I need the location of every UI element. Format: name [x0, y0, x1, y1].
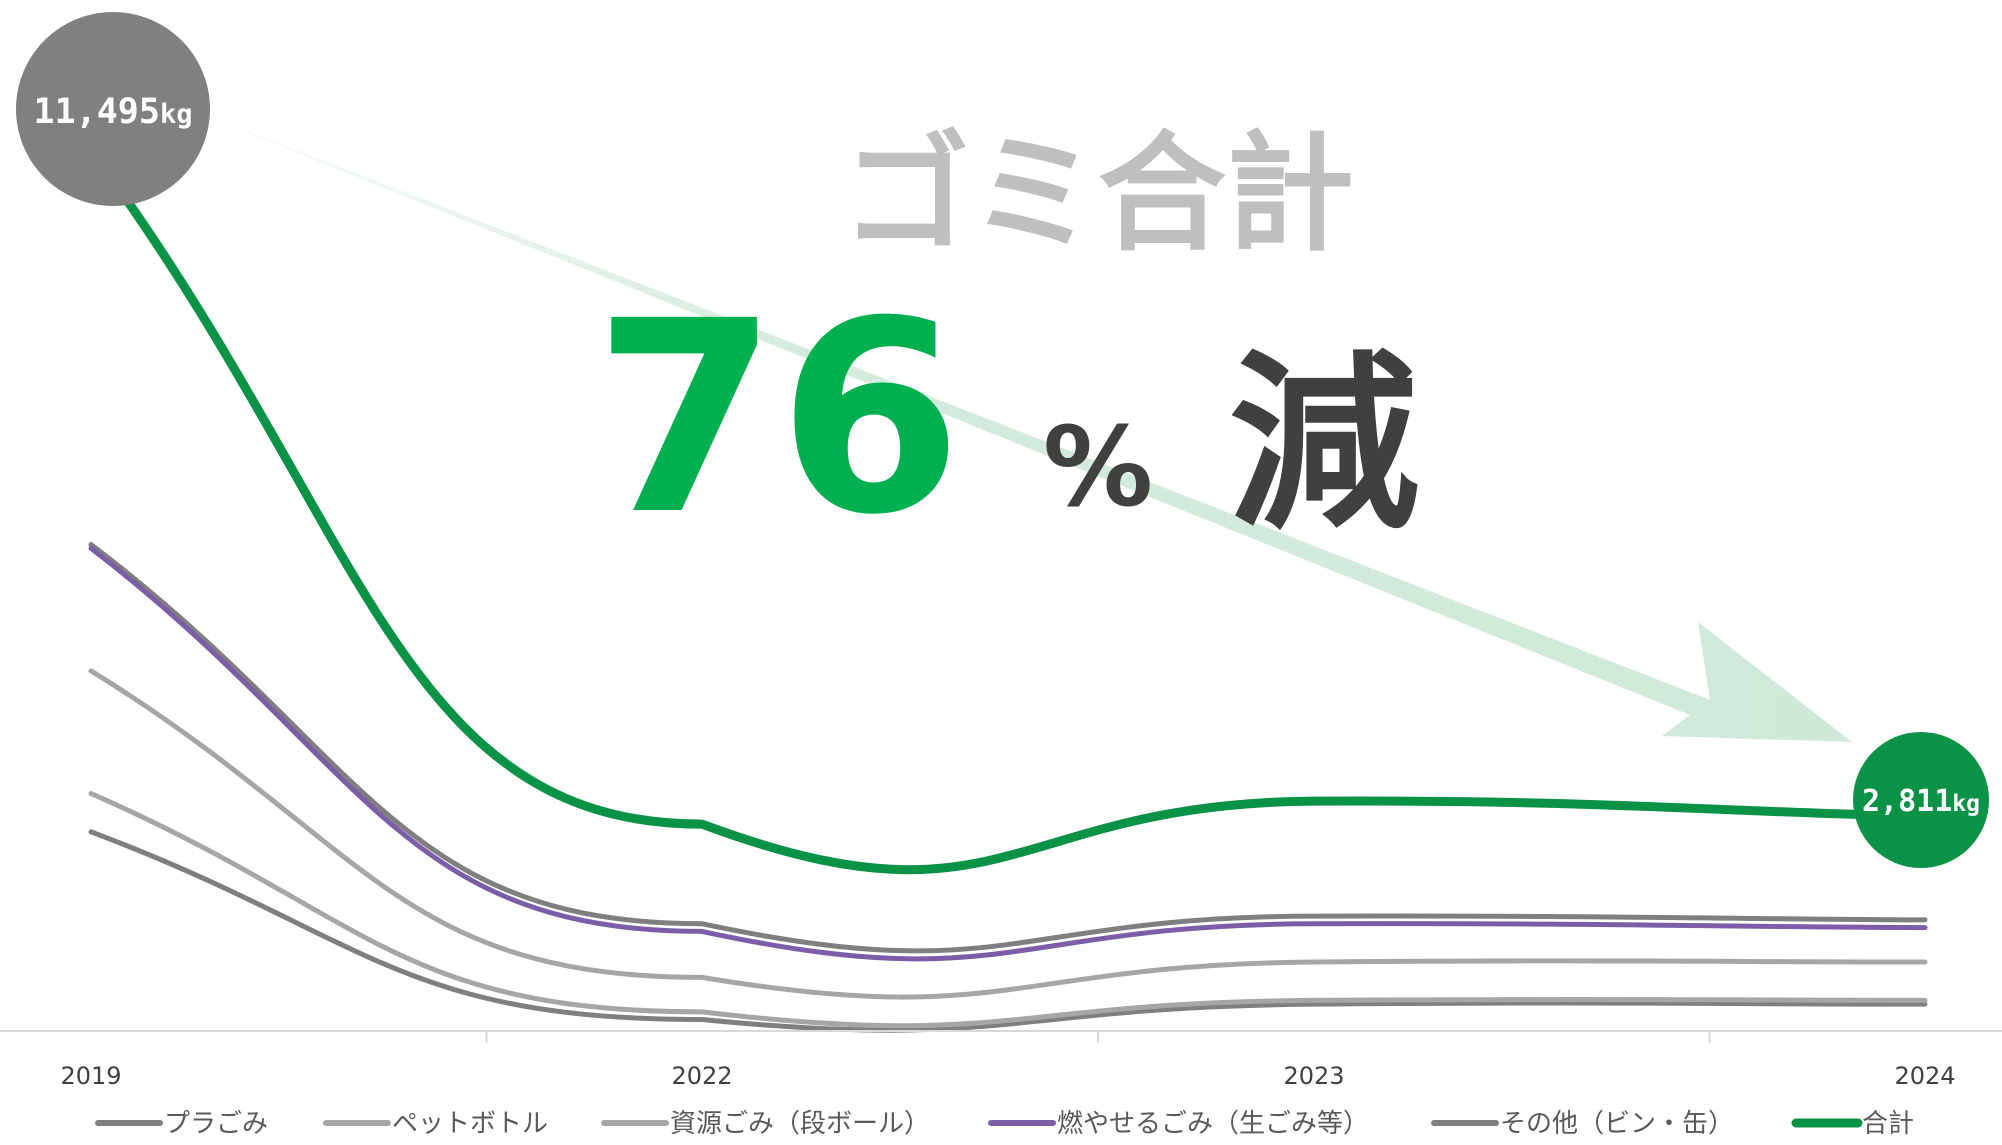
legend-label: その他（ビン・缶） — [1500, 1109, 1734, 1139]
series-line-2 — [88, 790, 1928, 1029]
annotation-title: ゴミ合計 — [842, 120, 1354, 269]
start-label-text: 11,495kg — [34, 92, 193, 132]
legend-label: プラごみ — [164, 1109, 268, 1139]
series-line-4 — [88, 545, 1928, 962]
x-tick-label: 2023 — [1283, 1062, 1344, 1090]
series-line-1 — [88, 829, 1928, 1033]
legend: プラごみ ペットボトル 資源ごみ（段ボール） 燃やせるごみ（生ごみ等） その他（ビン・缶… — [95, 1109, 1914, 1139]
annotation-suffix: 減 — [1229, 334, 1419, 555]
end-label-number: 2,811 — [1862, 784, 1952, 819]
annotation-big-number: 76 — [594, 265, 963, 573]
end-data-label: 2,811kg — [1853, 732, 1989, 868]
end-label-text: 2,811kg — [1862, 784, 1980, 819]
series-line-6 — [86, 145, 1930, 875]
series-line-5 — [88, 541, 1928, 954]
end-label-unit: kg — [1952, 791, 1980, 817]
x-tick-label: 2019 — [60, 1062, 121, 1090]
x-tick-label: 2024 — [1894, 1062, 1955, 1090]
legend-item: その他（ビン・缶） — [1431, 1109, 1734, 1139]
legend-label: 燃やせるごみ（生ごみ等） — [1057, 1109, 1369, 1139]
legend-item: 燃やせるごみ（生ごみ等） — [988, 1109, 1369, 1139]
start-label-bubble — [16, 12, 210, 206]
legend-item: プラごみ — [95, 1109, 268, 1139]
start-data-label: 11,495kg — [16, 12, 210, 206]
legend-label: 合計 — [1862, 1109, 1914, 1139]
start-label-unit: kg — [160, 99, 193, 130]
legend-item: 資源ごみ（段ボール） — [601, 1109, 930, 1139]
annotation-percent: % — [1043, 403, 1153, 531]
start-label-number: 11,495 — [34, 92, 160, 132]
legend-label: ペットボトル — [392, 1109, 548, 1139]
series-line-3 — [88, 668, 1928, 1000]
x-tick-label: 2022 — [671, 1062, 732, 1090]
end-label-bubble — [1853, 732, 1989, 868]
legend-label: 資源ごみ（段ボール） — [670, 1109, 930, 1139]
legend-item: ペットボトル — [323, 1109, 548, 1139]
legend-item: 合計 — [1791, 1109, 1914, 1139]
